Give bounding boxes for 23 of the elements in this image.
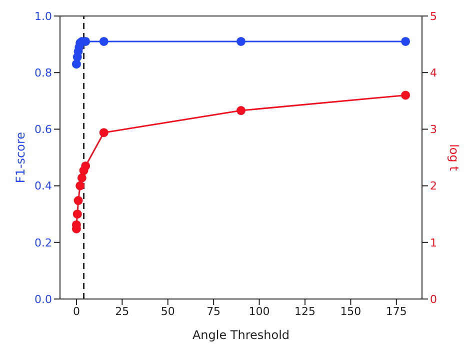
y-tick-label: 0.4 [34, 180, 52, 193]
y-tick-label: 0.2 [34, 236, 52, 250]
y-axis-title: F1-score [13, 132, 28, 184]
y-tick-label: 1.0 [34, 10, 52, 23]
x-tick-label: 0 [72, 304, 80, 318]
x-tick-label: 125 [294, 304, 316, 318]
y2-tick-label: 5 [430, 10, 437, 23]
y-tick-label: 0.6 [34, 123, 52, 136]
x-axis-title: Angle Threshold [192, 328, 290, 342]
y-tick-label: 0.8 [34, 66, 52, 80]
x-tick-label: 50 [160, 304, 175, 318]
x-tick-label: 25 [115, 304, 130, 318]
y2-tick-label: 3 [430, 123, 437, 136]
y2-tick-label: 0 [430, 292, 437, 306]
x-tick-label: 75 [206, 304, 221, 318]
y-tick-label: 0.0 [34, 292, 52, 306]
x-tick-label: 150 [340, 304, 362, 318]
y2-tick-label: 1 [430, 236, 437, 250]
y2-tick-label: 4 [430, 66, 437, 80]
y2-tick-label: 2 [430, 180, 437, 193]
y2-axis-title: log t [446, 144, 461, 172]
x-tick-label: 100 [248, 304, 270, 318]
x-tick-label: 175 [386, 304, 407, 318]
